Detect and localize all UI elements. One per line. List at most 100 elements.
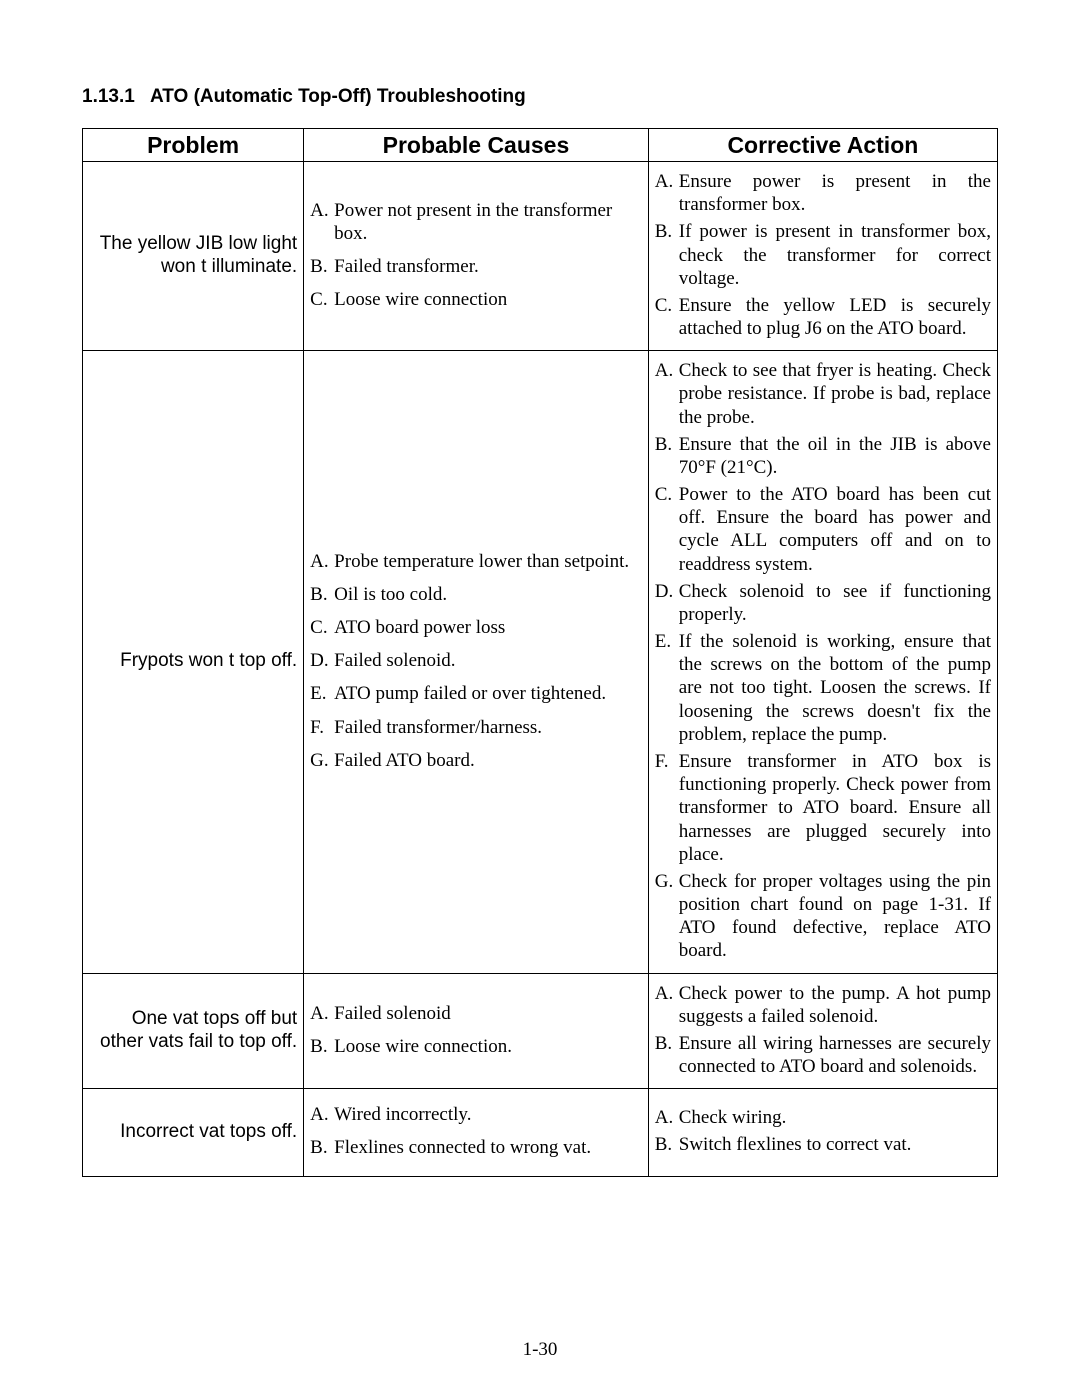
list-text: Check solenoid to see if functioning pro…: [679, 580, 991, 626]
list-marker: A.: [655, 170, 679, 193]
list-text: Wired incorrectly.: [334, 1103, 642, 1126]
actions-cell: A.Ensure power is present in the transfo…: [648, 162, 997, 351]
list-marker: A.: [655, 982, 679, 1005]
list-text: Flexlines connected to wrong vat.: [334, 1136, 642, 1159]
list-item: A.Power not present in the transformer b…: [310, 199, 642, 245]
list-marker: B.: [655, 1133, 679, 1156]
list-item: A.Failed solenoid: [310, 1002, 642, 1025]
list-text: ATO board power loss: [334, 616, 642, 639]
list-text: Power not present in the transformer box…: [334, 199, 642, 245]
list-text: Ensure transformer in ATO box is functio…: [679, 750, 991, 866]
section-heading: 1.13.1 ATO (Automatic Top-Off) Troublesh…: [82, 86, 998, 108]
list-item: G.Check for proper voltages using the pi…: [655, 870, 991, 963]
list-text: Failed transformer/harness.: [334, 716, 642, 739]
list-marker: D.: [310, 649, 334, 672]
list-text: If the solenoid is working, ensure that …: [679, 630, 991, 746]
list-item: B.Oil is too cold.: [310, 583, 642, 606]
table-row: The yellow JIB low light won t illuminat…: [83, 162, 998, 351]
list-text: Failed transformer.: [334, 255, 642, 278]
header-actions: Corrective Action: [648, 129, 997, 162]
list-marker: B.: [310, 583, 334, 606]
list-marker: C.: [310, 616, 334, 639]
list-marker: A.: [655, 359, 679, 382]
list-text: Check to see that fryer is heating. Chec…: [679, 359, 991, 429]
table-row: Frypots won t top off.A.Probe temperatur…: [83, 351, 998, 973]
list-item: C.Ensure the yellow LED is securely atta…: [655, 294, 991, 340]
actions-cell: A.Check to see that fryer is heating. Ch…: [648, 351, 997, 973]
list-marker: E.: [310, 682, 334, 705]
list-text: Ensure all wiring harnesses are securely…: [679, 1032, 991, 1078]
causes-cell: A.Power not present in the transformer b…: [304, 162, 649, 351]
list-marker: B.: [310, 1035, 334, 1058]
list-text: Failed ATO board.: [334, 749, 642, 772]
list-item: A.Ensure power is present in the transfo…: [655, 170, 991, 216]
list-item: A.Wired incorrectly.: [310, 1103, 642, 1126]
list-item: E.ATO pump failed or over tightened.: [310, 682, 642, 705]
actions-cell: A.Check wiring. B.Switch flexlines to cor…: [648, 1089, 997, 1176]
list-marker: A.: [310, 550, 334, 573]
list-text: Check wiring.: [679, 1106, 991, 1129]
list-item: B.Loose wire connection.: [310, 1035, 642, 1058]
list-text: Power to the ATO board has been cut off.…: [679, 483, 991, 576]
list-item: B.Ensure that the oil in the JIB is abov…: [655, 433, 991, 479]
section-title-text: ATO (Automatic Top-Off) Troubleshooting: [150, 86, 526, 107]
list-marker: B.: [655, 1032, 679, 1055]
list-item: G.Failed ATO board.: [310, 749, 642, 772]
list-text: Loose wire connection: [334, 288, 642, 311]
list-marker: G.: [310, 749, 334, 772]
header-problem: Problem: [83, 129, 304, 162]
list-text: Ensure the yellow LED is securely attach…: [679, 294, 991, 340]
list-marker: C.: [310, 288, 334, 311]
list-marker: D.: [655, 580, 679, 603]
list-text: Oil is too cold.: [334, 583, 642, 606]
list-marker: B.: [310, 255, 334, 278]
table-header-row: Problem Probable Causes Corrective Actio…: [83, 129, 998, 162]
list-item: A.Check power to the pump. A hot pump su…: [655, 982, 991, 1028]
problem-cell: One vat tops off but other vats fail to …: [83, 973, 304, 1089]
table-row: One vat tops off but other vats fail to …: [83, 973, 998, 1089]
list-item: B.If power is present in transformer box…: [655, 220, 991, 290]
list-marker: G.: [655, 870, 679, 893]
list-marker: B.: [310, 1136, 334, 1159]
list-item: B.Failed transformer.: [310, 255, 642, 278]
list-text: Failed solenoid: [334, 1002, 642, 1025]
list-text: Failed solenoid.: [334, 649, 642, 672]
list-item: B.Flexlines connected to wrong vat.: [310, 1136, 642, 1159]
list-item: D.Check solenoid to see if functioning p…: [655, 580, 991, 626]
page-number: 1-30: [0, 1339, 1080, 1361]
causes-cell: A.Probe temperature lower than setpoint.…: [304, 351, 649, 973]
actions-cell: A.Check power to the pump. A hot pump su…: [648, 973, 997, 1089]
list-marker: E.: [655, 630, 679, 653]
list-text: Switch flexlines to correct vat.: [679, 1133, 991, 1156]
list-text: Probe temperature lower than setpoint.: [334, 550, 642, 573]
list-item: C.ATO board power loss: [310, 616, 642, 639]
list-marker: A.: [310, 1002, 334, 1025]
troubleshooting-table: Problem Probable Causes Corrective Actio…: [82, 128, 998, 1177]
list-marker: F.: [310, 716, 334, 739]
causes-cell: A.Wired incorrectly.B.Flexlines connecte…: [304, 1089, 649, 1176]
list-text: Check for proper voltages using the pin …: [679, 870, 991, 963]
list-item: B.Switch flexlines to correct vat.: [655, 1133, 991, 1156]
list-item: A.Check to see that fryer is heating. Ch…: [655, 359, 991, 429]
section-number: 1.13.1: [82, 86, 135, 107]
list-item: E.If the solenoid is working, ensure tha…: [655, 630, 991, 746]
list-item: F.Ensure transformer in ATO box is funct…: [655, 750, 991, 866]
list-item: C.Power to the ATO board has been cut of…: [655, 483, 991, 576]
list-text: ATO pump failed or over tightened.: [334, 682, 642, 705]
list-marker: B.: [655, 433, 679, 456]
table-row: Incorrect vat tops off. A.Wired incorrect…: [83, 1089, 998, 1176]
list-item: A.Check wiring.: [655, 1106, 991, 1129]
list-marker: C.: [655, 483, 679, 506]
causes-cell: A.Failed solenoidB.Loose wire connection…: [304, 973, 649, 1089]
problem-cell: Incorrect vat tops off.: [83, 1089, 304, 1176]
list-marker: A.: [310, 199, 334, 222]
list-item: C.Loose wire connection: [310, 288, 642, 311]
list-text: Ensure that the oil in the JIB is above …: [679, 433, 991, 479]
list-marker: A.: [310, 1103, 334, 1126]
list-text: Loose wire connection.: [334, 1035, 642, 1058]
problem-cell: Frypots won t top off.: [83, 351, 304, 973]
list-text: Ensure power is present in the transform…: [679, 170, 991, 216]
list-item: A.Probe temperature lower than setpoint.: [310, 550, 642, 573]
list-text: Check power to the pump. A hot pump sugg…: [679, 982, 991, 1028]
page: 1.13.1 ATO (Automatic Top-Off) Troublesh…: [0, 0, 1080, 1397]
